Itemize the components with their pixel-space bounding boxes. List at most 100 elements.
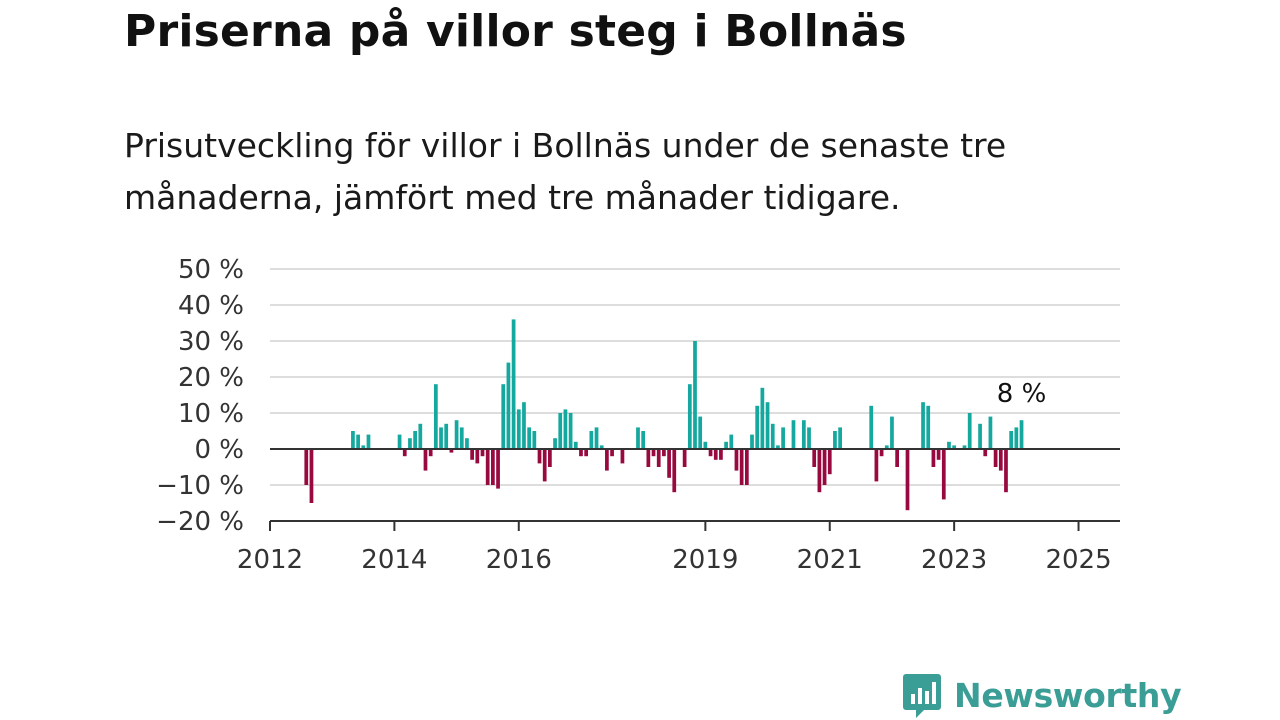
- bar: [439, 427, 443, 449]
- bar: [366, 434, 371, 449]
- bar: [397, 434, 402, 449]
- bar: [708, 449, 713, 457]
- x-tick-label: 2025: [1045, 545, 1111, 575]
- bar: [838, 427, 842, 449]
- y-tick-label: 10 %: [178, 399, 244, 429]
- bar: [993, 449, 998, 467]
- bar: [480, 449, 485, 457]
- bar: [988, 416, 993, 449]
- bar: [1019, 420, 1024, 449]
- bar: [833, 431, 837, 449]
- bar: [1014, 427, 1019, 449]
- bar: [812, 449, 817, 467]
- bar: [827, 449, 832, 475]
- newsworthy-bar-chart-icon: [903, 674, 941, 718]
- bar: [770, 423, 775, 449]
- bar: [511, 319, 516, 449]
- bar: [703, 441, 708, 449]
- bar: [822, 449, 827, 485]
- bar: [713, 449, 718, 460]
- bar: [755, 405, 760, 449]
- chart-title: Priserna på villor steg i Bollnäs: [124, 6, 907, 57]
- bar: [682, 449, 687, 467]
- bar: [905, 449, 910, 511]
- bar: [537, 449, 542, 464]
- bar: [465, 438, 469, 449]
- bar: [926, 405, 931, 449]
- bar: [610, 449, 614, 457]
- bar: [542, 449, 547, 482]
- x-tick-label: 2021: [797, 545, 863, 575]
- bar: [791, 420, 796, 449]
- bar: [558, 413, 563, 449]
- bar: [599, 445, 604, 449]
- bar: [485, 449, 490, 485]
- bar: [506, 362, 511, 449]
- last-value-label: 8 %: [997, 379, 1047, 409]
- bar: [351, 431, 355, 449]
- bar: [563, 409, 568, 449]
- x-tick-label: 2023: [921, 545, 987, 575]
- bar: [869, 405, 874, 449]
- bar: [781, 427, 785, 449]
- bar: [356, 434, 360, 449]
- bar: [672, 449, 677, 493]
- bar: [807, 427, 811, 449]
- bar: [527, 427, 532, 449]
- y-tick-label: −20 %: [156, 507, 244, 537]
- bar: [516, 409, 521, 449]
- bar: [998, 449, 1003, 471]
- bar: [698, 416, 703, 449]
- bar: [734, 449, 739, 471]
- bar: [491, 449, 495, 485]
- bar: [931, 449, 936, 467]
- bar: [532, 431, 537, 449]
- bar: [361, 445, 366, 449]
- bar: [874, 449, 879, 482]
- bar: [739, 449, 744, 485]
- bar: [402, 449, 407, 457]
- x-tick-label: 2019: [672, 545, 738, 575]
- y-tick-label: −10 %: [156, 471, 244, 501]
- y-tick-label: 50 %: [178, 255, 244, 285]
- bar: [895, 449, 899, 467]
- bar: [646, 449, 651, 467]
- brand-name: Newsworthy: [954, 675, 1182, 715]
- bar: [667, 449, 671, 478]
- bar: [444, 423, 449, 449]
- bar: [879, 449, 884, 457]
- bar: [693, 341, 697, 449]
- bar: [941, 449, 946, 500]
- bar: [418, 423, 423, 449]
- bar: [884, 445, 889, 449]
- bar: [967, 413, 972, 449]
- y-tick-label: 40 %: [178, 291, 244, 321]
- bar: [1009, 431, 1014, 449]
- bar: [890, 416, 894, 449]
- bar: [454, 420, 459, 449]
- bar: [776, 445, 780, 449]
- bar: [589, 431, 594, 449]
- bar: [304, 449, 309, 485]
- y-tick-label: 30 %: [178, 327, 244, 357]
- bar: [423, 449, 428, 471]
- bar: [921, 402, 925, 449]
- bar: [947, 441, 951, 449]
- bar: [936, 449, 941, 460]
- bar: [765, 402, 770, 449]
- bar: [470, 449, 474, 460]
- bar: [408, 438, 412, 449]
- bar: [801, 420, 806, 449]
- bar: [548, 449, 552, 467]
- bar: [983, 449, 988, 457]
- bar: [309, 449, 314, 503]
- bar: [651, 449, 656, 457]
- bar: [568, 413, 573, 449]
- bar: [433, 384, 438, 449]
- bar: [729, 434, 734, 449]
- x-tick-label: 2016: [486, 545, 552, 575]
- bar: [817, 449, 822, 493]
- x-tick-label: 2014: [361, 545, 427, 575]
- bar: [978, 423, 982, 449]
